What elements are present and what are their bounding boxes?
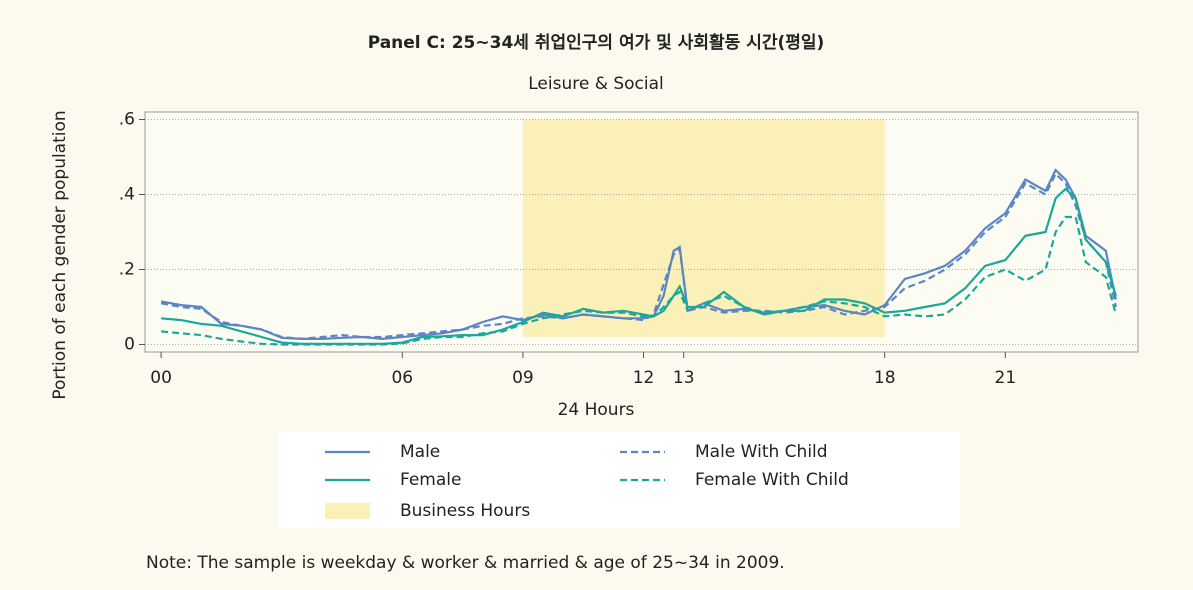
x-tick-label: 06 (391, 368, 413, 388)
y-tick-label: 0 (124, 335, 135, 355)
chart-title: Panel C: 25~34세 취업인구의 여가 및 사회활동 시간(평일) (368, 32, 825, 53)
chart-subtitle: Leisure & Social (528, 74, 664, 94)
x-tick-label: 18 (874, 368, 896, 388)
legend-label: Female (400, 470, 461, 490)
legend-label: Male With Child (695, 442, 828, 462)
x-tick-label: 12 (633, 368, 655, 388)
x-tick-label: 21 (995, 368, 1017, 388)
y-tick-label: .4 (119, 185, 135, 205)
x-tick-label: 13 (673, 368, 695, 388)
x-tick-label: 00 (150, 368, 172, 388)
legend-label: Business Hours (400, 501, 530, 521)
y-axis-label: Portion of each gender population (50, 110, 70, 399)
legend-label: Male (400, 442, 440, 462)
series-line (160, 215, 1117, 346)
x-tick-label: 09 (512, 368, 534, 388)
legend-label: Female With Child (695, 470, 849, 490)
note: Note: The sample is weekday & worker & m… (146, 553, 785, 573)
y-tick-label: .6 (119, 110, 135, 130)
series-line (160, 172, 1117, 341)
series-line (160, 168, 1117, 341)
y-tick-label: .2 (119, 260, 135, 280)
legend (278, 432, 960, 528)
x-axis-label: 24 Hours (558, 400, 635, 420)
legend-swatch (325, 503, 370, 519)
